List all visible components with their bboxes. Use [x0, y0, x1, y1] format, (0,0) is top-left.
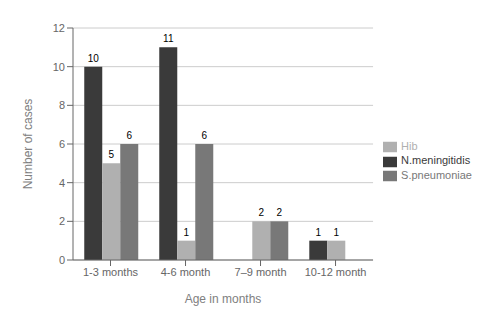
svg-text:Number of cases: Number of cases [21, 99, 35, 190]
svg-text:4-6 month: 4-6 month [161, 266, 211, 278]
svg-text:12: 12 [53, 22, 65, 34]
html-text:S.pneumoniae: S.pneumoniae [401, 168, 472, 181]
svg-text:1: 1 [334, 227, 340, 238]
svg-text:1: 1 [316, 227, 322, 238]
svg-text:2: 2 [59, 215, 65, 227]
svg-text:6: 6 [201, 130, 207, 141]
html-text:N.meningitidis: N.meningitidis [401, 154, 471, 167]
svg-text:10: 10 [88, 53, 100, 64]
svg-text:10-12 month: 10-12 month [305, 266, 367, 278]
svg-text:1: 1 [183, 227, 189, 238]
svg-text:2: 2 [258, 207, 264, 218]
svg-text:Age in months: Age in months [185, 292, 262, 306]
svg-text:10: 10 [53, 61, 65, 73]
svg-text:6: 6 [126, 130, 132, 141]
svg-text:6: 6 [59, 138, 65, 150]
html-text:Hib: Hib [401, 140, 418, 153]
svg-text:1-3 months: 1-3 months [83, 266, 139, 278]
svg-text:7–9 month: 7–9 month [235, 266, 287, 278]
svg-text:4: 4 [59, 177, 65, 189]
svg-text:11: 11 [163, 33, 174, 44]
svg-text:0: 0 [59, 254, 65, 266]
svg-text:5: 5 [108, 149, 114, 160]
svg-text:2: 2 [276, 207, 282, 218]
svg-text:8: 8 [59, 99, 65, 111]
